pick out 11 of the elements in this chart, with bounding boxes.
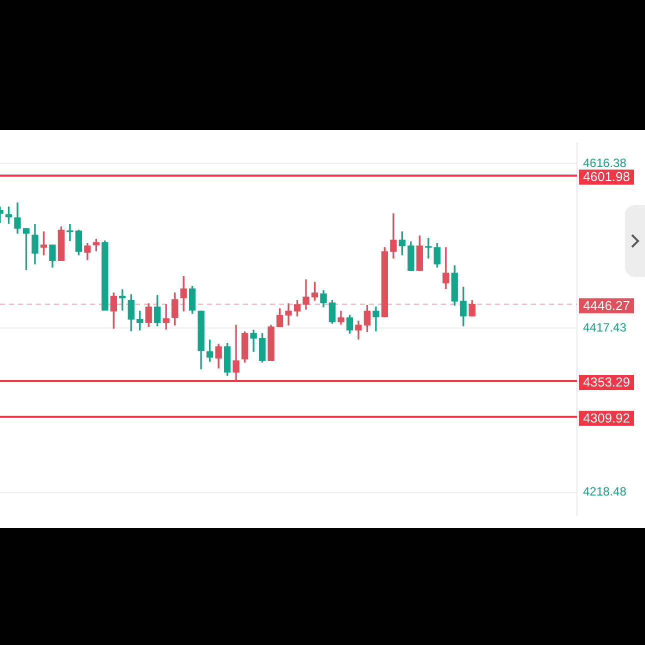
- candlestick: [66, 224, 74, 242]
- ref-line-label: 4309.92: [583, 410, 630, 426]
- y-tick-label: 4417.43: [583, 320, 627, 334]
- y-tick-label: 4218.48: [583, 484, 627, 499]
- ref-line-label: 4601.98: [583, 169, 630, 184]
- ref-line-label: 4353.29: [583, 374, 630, 390]
- ref-line-label: 4446.27: [583, 298, 630, 313]
- candlestick: [232, 324, 240, 381]
- candlestick: [250, 330, 257, 352]
- candlestick: [285, 303, 292, 326]
- y-tick-label: 4616.38: [583, 156, 627, 170]
